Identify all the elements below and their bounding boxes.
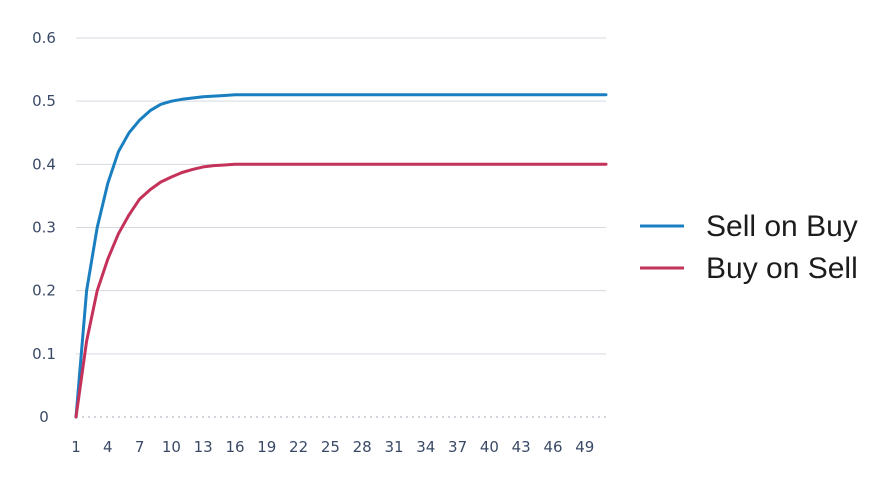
- series-lines: [74, 93, 608, 419]
- y-tick-label: 0: [39, 408, 49, 426]
- y-tick-label: 0.3: [32, 219, 56, 237]
- x-tick-label: 28: [353, 438, 372, 456]
- x-tick-label: 37: [448, 438, 467, 456]
- y-tick-label: 0.2: [32, 282, 56, 300]
- y-tick-label: 0.6: [32, 29, 56, 47]
- x-tick-label: 43: [512, 438, 531, 456]
- x-tick-label: 40: [480, 438, 499, 456]
- axes: 0 0.1 0.2 0.3 0.4 0.5 0.6 1 4 7 10 13 16 19 22 25 28 31 34…: [32, 29, 606, 456]
- x-tick-label: 13: [194, 438, 213, 456]
- x-tick-label: 49: [575, 438, 594, 456]
- y-tick-label: 0.5: [32, 92, 56, 110]
- series-line-buy-on-sell: [74, 162, 608, 419]
- x-tick-label: 25: [321, 438, 340, 456]
- x-tick-label: 7: [135, 438, 145, 456]
- legend-label: Sell on Buy: [706, 210, 858, 243]
- x-tick-label: 31: [384, 438, 403, 456]
- y-tick-label: 0.1: [32, 345, 56, 363]
- y-tick-label: 0.4: [32, 155, 56, 173]
- x-tick-label: 4: [103, 438, 113, 456]
- x-tick-label: 22: [289, 438, 308, 456]
- x-tick-label: 10: [162, 438, 181, 456]
- x-tick-label: 19: [257, 438, 276, 456]
- gridlines: [76, 37, 606, 355]
- x-tick-label: 34: [416, 438, 435, 456]
- legend-label: Buy on Sell: [706, 252, 858, 285]
- x-tick-label: 16: [225, 438, 244, 456]
- legend: Sell on Buy Buy on Sell: [640, 210, 858, 285]
- x-tick-label: 1: [71, 438, 81, 456]
- x-tick-label: 46: [543, 438, 562, 456]
- series-line-sell-on-buy: [74, 93, 608, 419]
